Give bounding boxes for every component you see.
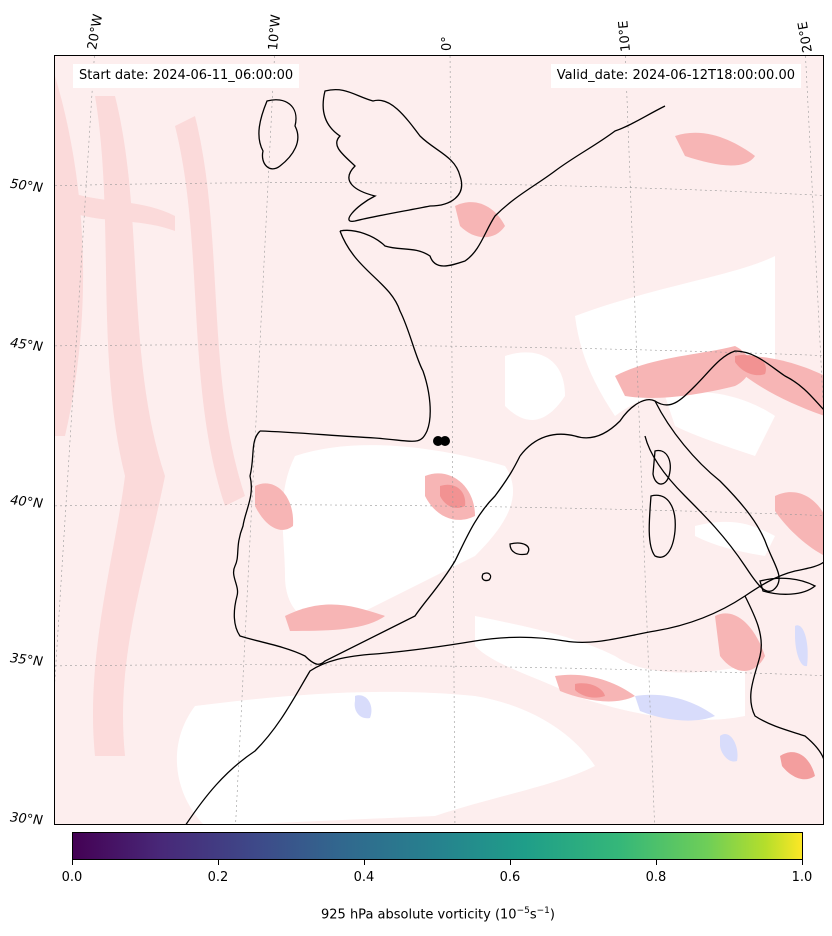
colorbar-tick-label: 0.8 xyxy=(645,870,667,885)
colorbar-tick-label: 0.6 xyxy=(499,870,521,885)
colorbar-tick-label: 1.0 xyxy=(791,870,813,885)
colorbar-label: 925 hPa absolute vorticity (10−5s−1) xyxy=(321,906,555,923)
lat-label-35n: 35°N xyxy=(9,651,44,670)
lat-label-40n: 40°N xyxy=(9,493,44,512)
negative-vorticity-zones xyxy=(354,625,808,762)
colorbar-tick xyxy=(802,860,803,865)
colorbar-tick xyxy=(510,860,511,865)
lat-label-50n: 50°N xyxy=(9,176,44,197)
colorbar-tick-label: 0.2 xyxy=(207,870,229,885)
colorbar-tick xyxy=(218,860,219,865)
colorbar xyxy=(72,832,803,860)
start-date-banner: Start date: 2024-06-11_06:00:00 xyxy=(73,64,300,88)
lon-label-10w: 10°W xyxy=(266,13,285,51)
valid-date-text: Valid_date: 2024-06-12T18:00:00.00 xyxy=(556,68,795,83)
lon-label-10e: 10°E xyxy=(616,19,634,53)
lon-label-20e: 20°E xyxy=(795,20,816,54)
lat-label-45n: 45°N xyxy=(9,335,44,356)
low-vorticity-zones xyxy=(176,256,775,824)
colorbar-tick-label: 0.4 xyxy=(353,870,375,885)
start-date-text: Start date: 2024-06-11_06:00:00 xyxy=(79,68,294,83)
lon-label-20w: 20°W xyxy=(85,13,107,52)
positive-vorticity-zones xyxy=(255,132,823,702)
colorbar-tick xyxy=(656,860,657,865)
valid-date-banner: Valid_date: 2024-06-12T18:00:00.00 xyxy=(550,64,801,88)
colorbar-tick xyxy=(72,860,73,865)
lat-label-30n: 30°N xyxy=(9,810,44,829)
coastlines xyxy=(185,89,823,824)
lon-label-0: 0° xyxy=(440,36,455,51)
track-point-icon xyxy=(433,436,450,446)
map-canvas xyxy=(55,56,823,824)
colorbar-tick xyxy=(364,860,365,865)
colorbar-tick-label: 0.0 xyxy=(61,870,83,885)
vorticity-map: Start date: 2024-06-11_06:00:00 Valid_da… xyxy=(54,55,824,825)
